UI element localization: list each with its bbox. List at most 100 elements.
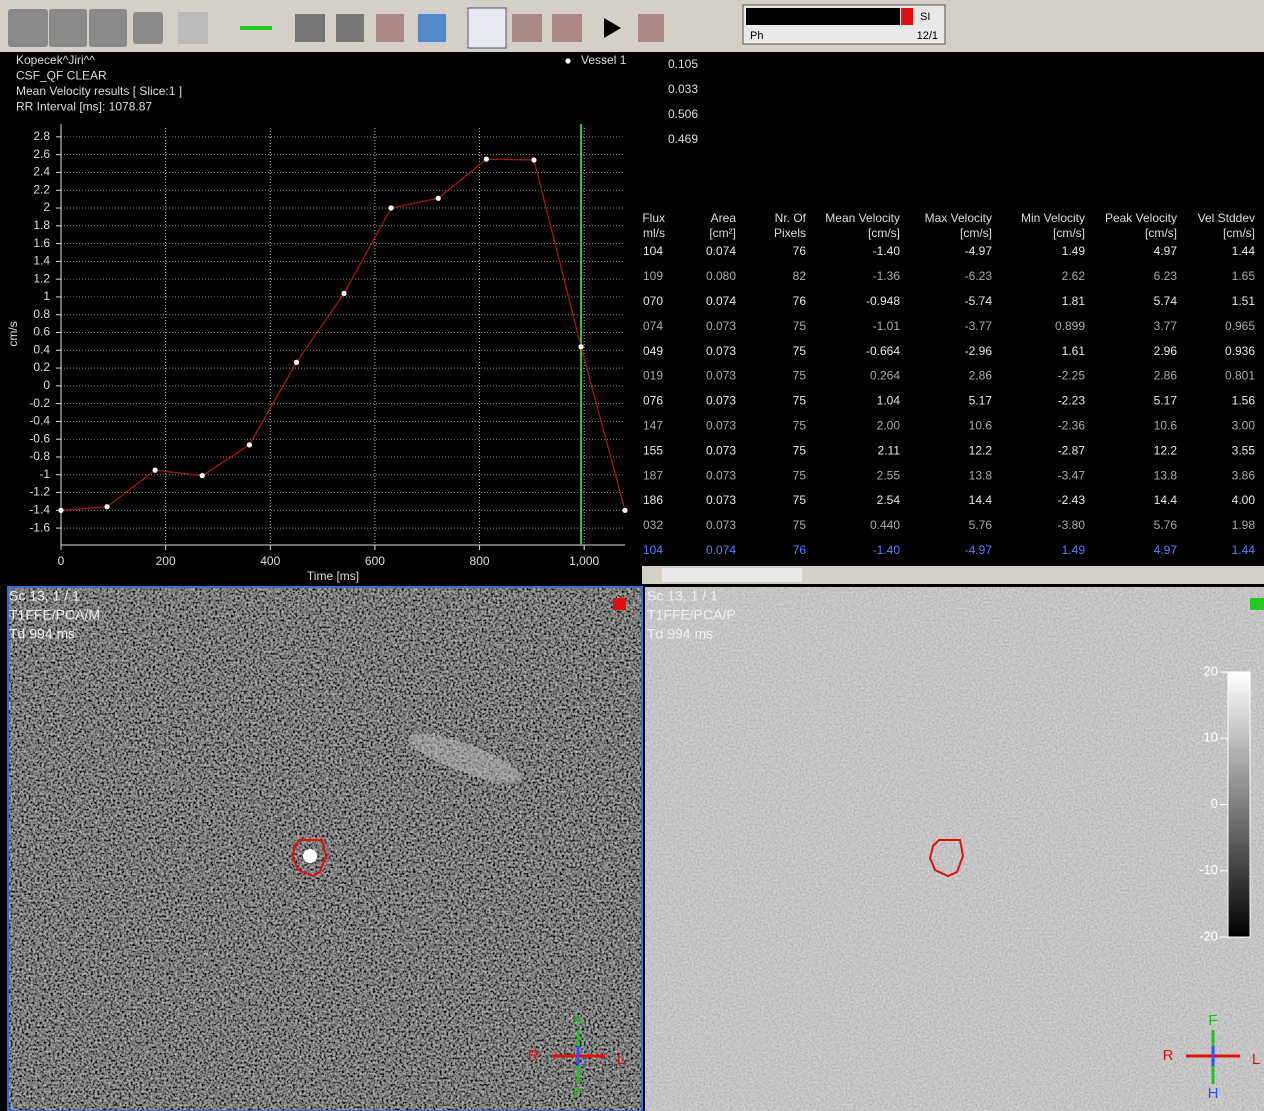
table-cell: 0.073 xyxy=(706,468,736,482)
table-cell: 076 xyxy=(643,394,663,408)
table-cell: 5.76 xyxy=(1154,518,1178,532)
table-cell: 104 xyxy=(643,244,663,258)
table-cell: -4.97 xyxy=(965,543,993,557)
pane-info: Td 994 ms xyxy=(647,626,713,642)
data-point xyxy=(294,360,299,365)
y-tick-label: -0.4 xyxy=(29,414,50,428)
app: SI Ph 12/1 Sc 13, 1 / 1 T1FFE/PCA/M Td 994… xyxy=(0,0,1264,1111)
toolbar-icons[interactable] xyxy=(8,8,664,48)
legend-label: Vessel 1 xyxy=(581,53,627,67)
column-header: ml/s xyxy=(643,226,665,240)
table-cell: 0.073 xyxy=(706,418,736,432)
table-cell: 186 xyxy=(643,493,663,507)
table-cell: 2.54 xyxy=(877,493,901,507)
table-cell: -2.36 xyxy=(1058,418,1086,432)
y-axis-label: cm/s xyxy=(6,321,20,346)
table-cell: 75 xyxy=(793,394,807,408)
table-cell: 0.073 xyxy=(706,369,736,383)
data-point xyxy=(389,205,394,210)
table-cell: 187 xyxy=(643,468,663,482)
table-cell: -3.80 xyxy=(1058,518,1086,532)
column-header: Flux xyxy=(642,211,665,225)
pane-info: T1FFE/PCA/M xyxy=(9,607,100,623)
table-cell: 104 xyxy=(643,543,663,557)
pane-info: T1FFE/PCA/P xyxy=(647,607,736,623)
table-cell: 0.073 xyxy=(706,319,736,333)
table-cell: 0.074 xyxy=(706,244,736,258)
column-header: [cm²] xyxy=(709,226,736,240)
y-tick-label: 1.4 xyxy=(33,254,50,268)
x-tick-label: 1,000 xyxy=(569,554,599,568)
table-cell: 1.44 xyxy=(1232,543,1256,557)
column-header: [cm/s] xyxy=(868,226,900,240)
status-tag: SI xyxy=(920,11,930,23)
table-cell: -2.43 xyxy=(1058,493,1086,507)
page: SI Ph 12/1 Sc 13, 1 / 1 T1FFE/PCA/M Td 994… xyxy=(0,0,1264,1111)
table-cell: 0.440 xyxy=(870,518,900,532)
table-cell: 75 xyxy=(793,443,807,457)
colorbar-label: 20 xyxy=(1204,663,1218,678)
table-cell: 2.86 xyxy=(1154,369,1178,383)
orient-label: A xyxy=(573,1012,583,1029)
table-cell: 0.074 xyxy=(706,543,736,557)
table-cell: -0.664 xyxy=(866,344,900,358)
table-cell: 0.936 xyxy=(1225,344,1255,358)
status-left: Ph xyxy=(750,30,763,42)
column-header: Area xyxy=(711,211,737,225)
y-tick-label: 2.2 xyxy=(33,182,50,196)
column-header: Peak Velocity xyxy=(1105,211,1177,225)
table-cell: -5.74 xyxy=(965,294,993,308)
table-cell: 12.2 xyxy=(969,443,993,457)
x-tick-label: 600 xyxy=(365,554,385,568)
table-cell: 5.17 xyxy=(1154,394,1178,408)
table-cell: 0.965 xyxy=(1225,319,1255,333)
table-cell: 1.51 xyxy=(1232,294,1256,308)
table-cell: 074 xyxy=(643,319,663,333)
table-cell: 1.49 xyxy=(1062,244,1086,258)
legend-marker xyxy=(565,58,570,63)
x-tick-label: 200 xyxy=(156,554,176,568)
y-tick-label: 0.8 xyxy=(33,307,50,321)
y-tick-label: 2.4 xyxy=(33,165,50,179)
summary-value: 0.105 xyxy=(668,57,698,71)
table-cell: 2.86 xyxy=(969,369,993,383)
y-tick-label: 1.2 xyxy=(33,271,50,285)
y-tick-label: 2 xyxy=(43,200,50,214)
column-header: [cm/s] xyxy=(1223,226,1255,240)
table-cell: 75 xyxy=(793,518,807,532)
table-cell: -1.40 xyxy=(873,543,901,557)
column-header: [cm/s] xyxy=(1145,226,1177,240)
table-cell: -2.25 xyxy=(1058,369,1086,383)
table-cell: -3.77 xyxy=(965,319,993,333)
summary-value: 0.506 xyxy=(668,107,698,121)
table-cell: 0.074 xyxy=(706,294,736,308)
table-cell: 1.98 xyxy=(1232,518,1256,532)
table-cell: 5.76 xyxy=(969,518,993,532)
table-cell: 10.6 xyxy=(969,418,993,432)
scroll-thumb[interactable] xyxy=(662,568,802,582)
data-point xyxy=(436,196,441,201)
table-cell: 13.8 xyxy=(969,468,993,482)
data-point xyxy=(622,508,627,513)
colorbar-label: 0 xyxy=(1211,796,1218,811)
y-tick-label: -1.2 xyxy=(29,485,50,499)
table-cell: 0.073 xyxy=(706,394,736,408)
table-cell: 75 xyxy=(793,369,807,383)
orient-label: L xyxy=(617,1051,625,1068)
table-cell: -4.97 xyxy=(965,244,993,258)
table-cell: 1.49 xyxy=(1062,543,1086,557)
table-cell: 0.264 xyxy=(870,369,900,383)
table-cell: 4.97 xyxy=(1154,244,1178,258)
pane-info: Sc 13, 1 / 1 xyxy=(647,588,718,604)
data-point xyxy=(153,468,158,473)
data-point xyxy=(200,473,205,478)
table-cell: 10.6 xyxy=(1154,418,1178,432)
orient-label: L xyxy=(1252,1051,1260,1068)
y-tick-label: 1.6 xyxy=(33,236,50,250)
table-cell: 155 xyxy=(643,443,663,457)
status-right: 12/1 xyxy=(917,30,938,42)
table-cell: 2.11 xyxy=(878,443,901,457)
summary-value: 0.033 xyxy=(668,82,698,96)
table-cell: 76 xyxy=(793,543,807,557)
